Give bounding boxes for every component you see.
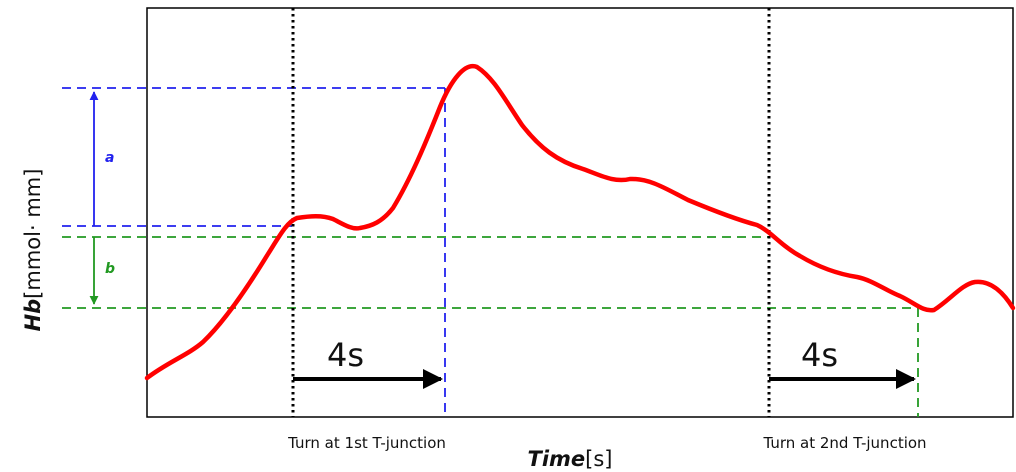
first-interval-label: 4s — [327, 336, 364, 374]
plot-frame — [146, 7, 1014, 418]
y-axis-title-unit: [mmol· mm] — [21, 169, 45, 299]
y-axis-title-main: Hb — [21, 299, 45, 332]
second-turn-label: Turn at 2nd T-junction — [762, 434, 926, 452]
hb-curve — [144, 63, 1016, 381]
a-label: a — [105, 150, 114, 166]
x-axis-title: Time[s] — [528, 447, 613, 471]
x-axis-title-main: Time — [528, 447, 586, 471]
y-axis-title: Hb[mmol· mm] — [21, 169, 45, 332]
second-interval-label: 4s — [801, 336, 838, 374]
b-label: b — [105, 261, 115, 277]
x-axis-title-unit: [s] — [585, 447, 612, 471]
first-turn-label: Turn at 1st T-junction — [287, 434, 446, 452]
